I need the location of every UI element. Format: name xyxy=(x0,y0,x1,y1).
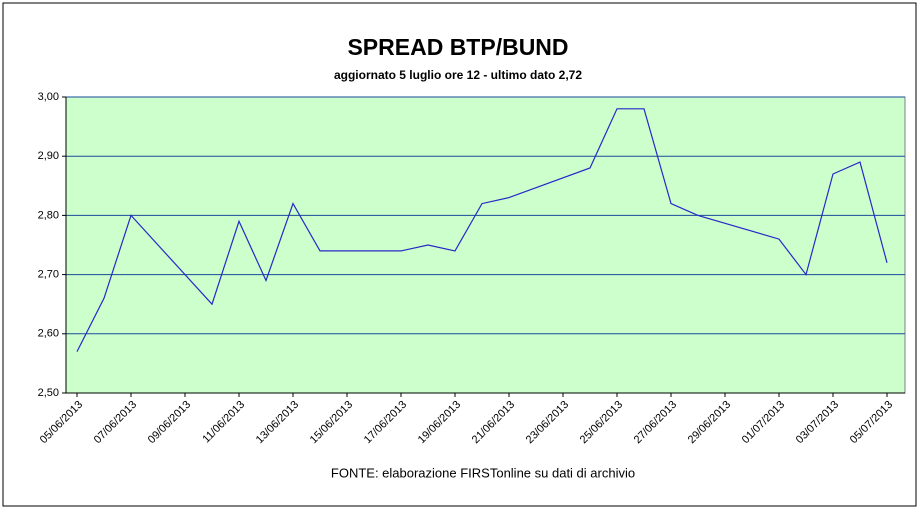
chart-title: SPREAD BTP/BUND xyxy=(347,34,568,60)
chart-subtitle: aggiornato 5 luglio ore 12 - ultimo dato… xyxy=(334,68,582,82)
y-tick-label: 2,90 xyxy=(38,150,59,162)
y-tick-label: 2,70 xyxy=(38,269,59,281)
y-tick-label: 2,80 xyxy=(38,209,59,221)
y-tick-label: 2,50 xyxy=(38,387,59,399)
chart-source: FONTE: elaborazione FIRSTonline su dati … xyxy=(331,465,635,480)
y-tick-label: 3,00 xyxy=(38,91,59,103)
y-tick-label: 2,60 xyxy=(38,328,59,340)
plot-area xyxy=(65,96,906,394)
data-line xyxy=(76,108,888,352)
